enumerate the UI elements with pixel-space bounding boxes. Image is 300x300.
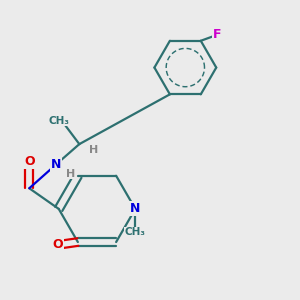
Text: O: O [24,155,34,168]
Text: N: N [51,158,61,171]
Text: O: O [52,238,63,251]
Text: CH₃: CH₃ [125,227,146,237]
Text: CH₃: CH₃ [48,116,69,126]
Text: F: F [213,28,221,41]
Text: N: N [130,202,140,215]
Text: H: H [66,169,75,178]
Text: H: H [89,145,99,155]
